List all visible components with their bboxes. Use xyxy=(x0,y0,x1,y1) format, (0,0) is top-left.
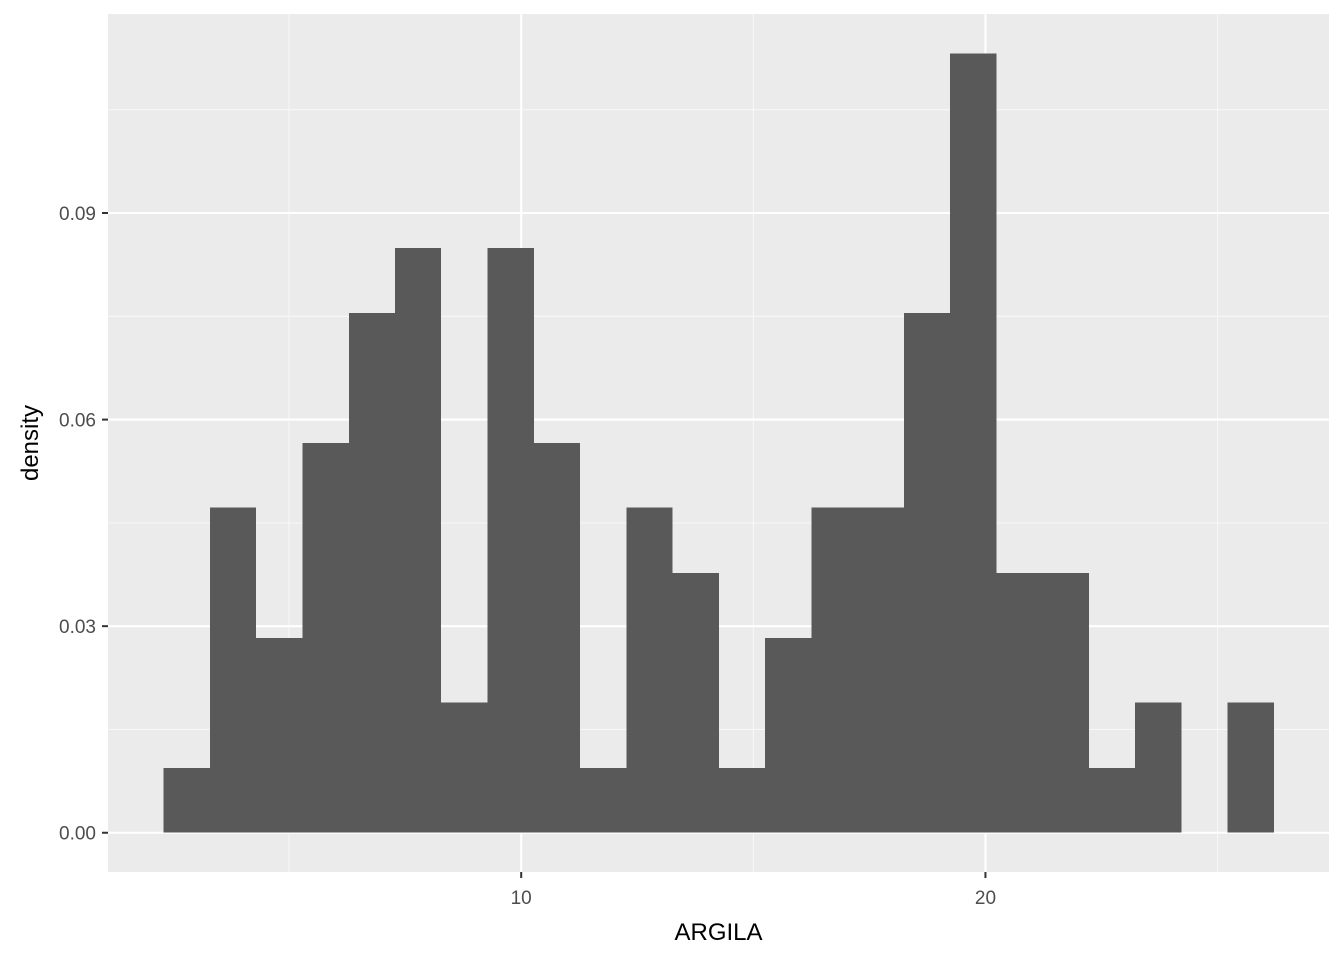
histogram-bar xyxy=(903,312,951,833)
histogram-bar xyxy=(302,443,349,833)
histogram-bar xyxy=(348,312,396,833)
histogram-bar xyxy=(765,637,812,833)
x-axis-title: ARGILA xyxy=(674,919,762,946)
histogram-bar xyxy=(718,768,766,833)
histogram-bar xyxy=(487,248,534,833)
histogram-bar xyxy=(1042,573,1089,833)
y-tick-label: 0.00 xyxy=(59,824,96,845)
y-axis-title: density xyxy=(17,405,44,481)
histogram-bar xyxy=(395,248,442,833)
y-tick-label: 0.06 xyxy=(59,411,96,432)
histogram-bar xyxy=(626,507,673,833)
histogram-bar xyxy=(256,637,303,833)
histogram-bar xyxy=(811,507,858,833)
histogram-bar xyxy=(209,507,257,833)
histogram-bar xyxy=(163,768,210,833)
histogram-bar xyxy=(580,768,627,833)
histogram-bar xyxy=(441,702,488,833)
histogram-bar xyxy=(672,573,719,833)
histogram-bar xyxy=(533,443,581,833)
x-axis: 10 20 xyxy=(511,872,996,909)
x-tick-label: 10 xyxy=(511,888,532,909)
histogram-bars xyxy=(163,53,1274,833)
histogram-bar xyxy=(1227,702,1274,833)
y-tick-label: 0.03 xyxy=(59,617,96,638)
histogram-bar xyxy=(996,573,1043,833)
x-tick-label: 20 xyxy=(975,888,996,909)
histogram-bar xyxy=(1088,768,1136,833)
histogram-bar xyxy=(950,53,997,833)
histogram-bar xyxy=(857,507,904,833)
y-axis: 0.00 0.03 0.06 0.09 xyxy=(59,204,108,845)
histogram-bar xyxy=(1135,702,1182,833)
y-tick-label: 0.09 xyxy=(59,204,96,225)
